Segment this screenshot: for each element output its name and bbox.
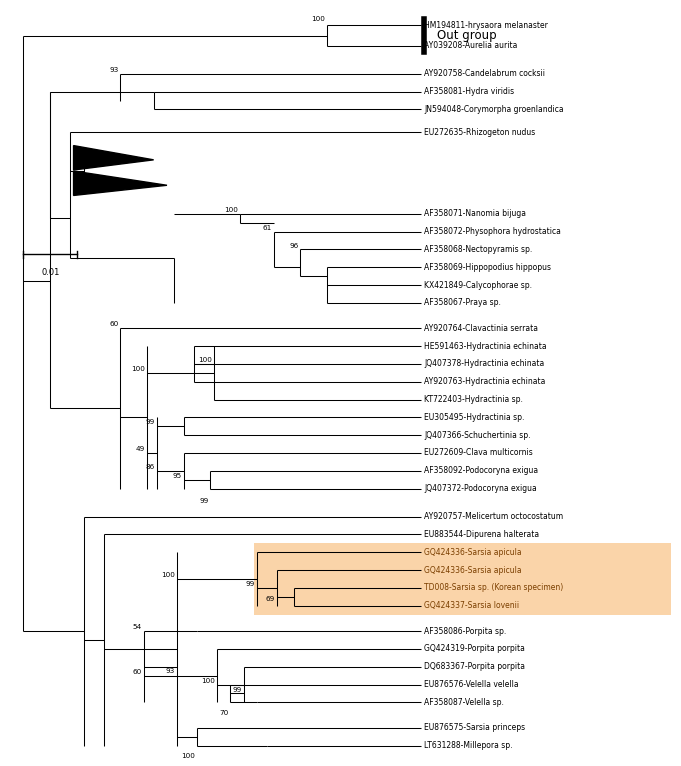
Text: EU272635-Rhizogeton nudus: EU272635-Rhizogeton nudus: [424, 128, 535, 137]
Text: 0.01: 0.01: [41, 269, 59, 277]
Text: JQ407366-Schuchertinia sp.: JQ407366-Schuchertinia sp.: [424, 430, 530, 440]
Text: EU876575-Sarsia princeps: EU876575-Sarsia princeps: [424, 723, 525, 732]
Text: 99: 99: [146, 420, 155, 425]
Text: AY920757-Melicertum octocostatum: AY920757-Melicertum octocostatum: [424, 512, 563, 521]
Text: EU272609-Clava multicornis: EU272609-Clava multicornis: [424, 448, 533, 457]
Text: AF358092-Podocoryna exigua: AF358092-Podocoryna exigua: [424, 466, 538, 475]
Text: AF358081-Hydra viridis: AF358081-Hydra viridis: [424, 87, 514, 97]
Text: 93: 93: [109, 67, 118, 73]
Text: 96: 96: [289, 243, 298, 249]
Text: JQ407378-Hydractinia echinata: JQ407378-Hydractinia echinata: [424, 359, 544, 368]
Text: 100: 100: [225, 207, 238, 213]
Text: LT631288-Millepora sp.: LT631288-Millepora sp.: [424, 741, 512, 750]
Text: GQ424336-Sarsia apicula: GQ424336-Sarsia apicula: [424, 565, 522, 574]
Text: 100: 100: [197, 357, 212, 363]
Text: 100: 100: [201, 678, 215, 684]
Text: 70: 70: [219, 709, 228, 715]
Polygon shape: [74, 171, 167, 195]
Text: AY039208-Aurelia aurita: AY039208-Aurelia aurita: [424, 41, 518, 51]
Text: EU883544-Dipurena halterata: EU883544-Dipurena halterata: [424, 530, 539, 539]
Text: KT722403-Hydractinia sp.: KT722403-Hydractinia sp.: [424, 395, 523, 404]
Text: 95: 95: [172, 473, 182, 479]
Text: 69: 69: [266, 596, 275, 602]
Text: HM194811-hrysaora melanaster: HM194811-hrysaora melanaster: [424, 21, 548, 30]
Text: 86: 86: [146, 464, 155, 470]
Text: Out group: Out group: [437, 29, 497, 42]
Text: 99: 99: [232, 686, 242, 692]
Text: 60: 60: [109, 322, 118, 328]
Text: AF358069-Hippopodius hippopus: AF358069-Hippopodius hippopus: [424, 263, 551, 272]
Text: AF358071-Nanomia bijuga: AF358071-Nanomia bijuga: [424, 209, 526, 218]
Text: 54: 54: [132, 624, 142, 630]
Text: 61: 61: [262, 224, 272, 231]
Text: TD008-Sarsia sp. (Korean specimen): TD008-Sarsia sp. (Korean specimen): [424, 584, 563, 592]
Text: AF358086-Porpita sp.: AF358086-Porpita sp.: [424, 627, 506, 636]
Text: 100: 100: [131, 366, 145, 372]
Text: AY920764-Clavactinia serrata: AY920764-Clavactinia serrata: [424, 324, 538, 332]
Text: AF358067-Praya sp.: AF358067-Praya sp.: [424, 298, 501, 307]
Text: 99: 99: [199, 499, 208, 504]
Text: GQ424319-Porpita porpita: GQ424319-Porpita porpita: [424, 644, 525, 653]
Text: EU876576-Velella velella: EU876576-Velella velella: [424, 680, 518, 689]
Text: GQ424336-Sarsia apicula: GQ424336-Sarsia apicula: [424, 548, 522, 557]
Text: AF358087-Velella sp.: AF358087-Velella sp.: [424, 698, 504, 707]
Text: JQ407372-Podocoryna exigua: JQ407372-Podocoryna exigua: [424, 484, 537, 493]
Text: AF358068-Nectopyramis sp.: AF358068-Nectopyramis sp.: [424, 245, 532, 254]
Text: 49: 49: [136, 446, 145, 452]
Text: AY920758-Candelabrum cocksii: AY920758-Candelabrum cocksii: [424, 69, 545, 78]
Text: JN594048-Corymorpha groenlandica: JN594048-Corymorpha groenlandica: [424, 105, 564, 114]
Text: 99: 99: [246, 581, 255, 587]
Text: EU305495-Hydractinia sp.: EU305495-Hydractinia sp.: [424, 413, 524, 422]
Text: 100: 100: [161, 572, 175, 578]
Text: GQ424337-Sarsia lovenii: GQ424337-Sarsia lovenii: [424, 601, 519, 611]
Text: DQ683367-Porpita porpita: DQ683367-Porpita porpita: [424, 663, 525, 671]
Text: AF358072-Physophora hydrostatica: AF358072-Physophora hydrostatica: [424, 227, 560, 236]
Text: 60: 60: [132, 669, 142, 675]
Text: 100: 100: [181, 753, 195, 759]
Polygon shape: [74, 146, 154, 170]
Text: AY920763-Hydractinia echinata: AY920763-Hydractinia echinata: [424, 377, 545, 386]
Bar: [254, 542, 671, 615]
Text: 100: 100: [311, 16, 325, 22]
Text: HE591463-Hydractinia echinata: HE591463-Hydractinia echinata: [424, 342, 547, 351]
Text: KX421849-Calycophorae sp.: KX421849-Calycophorae sp.: [424, 280, 532, 290]
Text: 93: 93: [165, 667, 175, 673]
